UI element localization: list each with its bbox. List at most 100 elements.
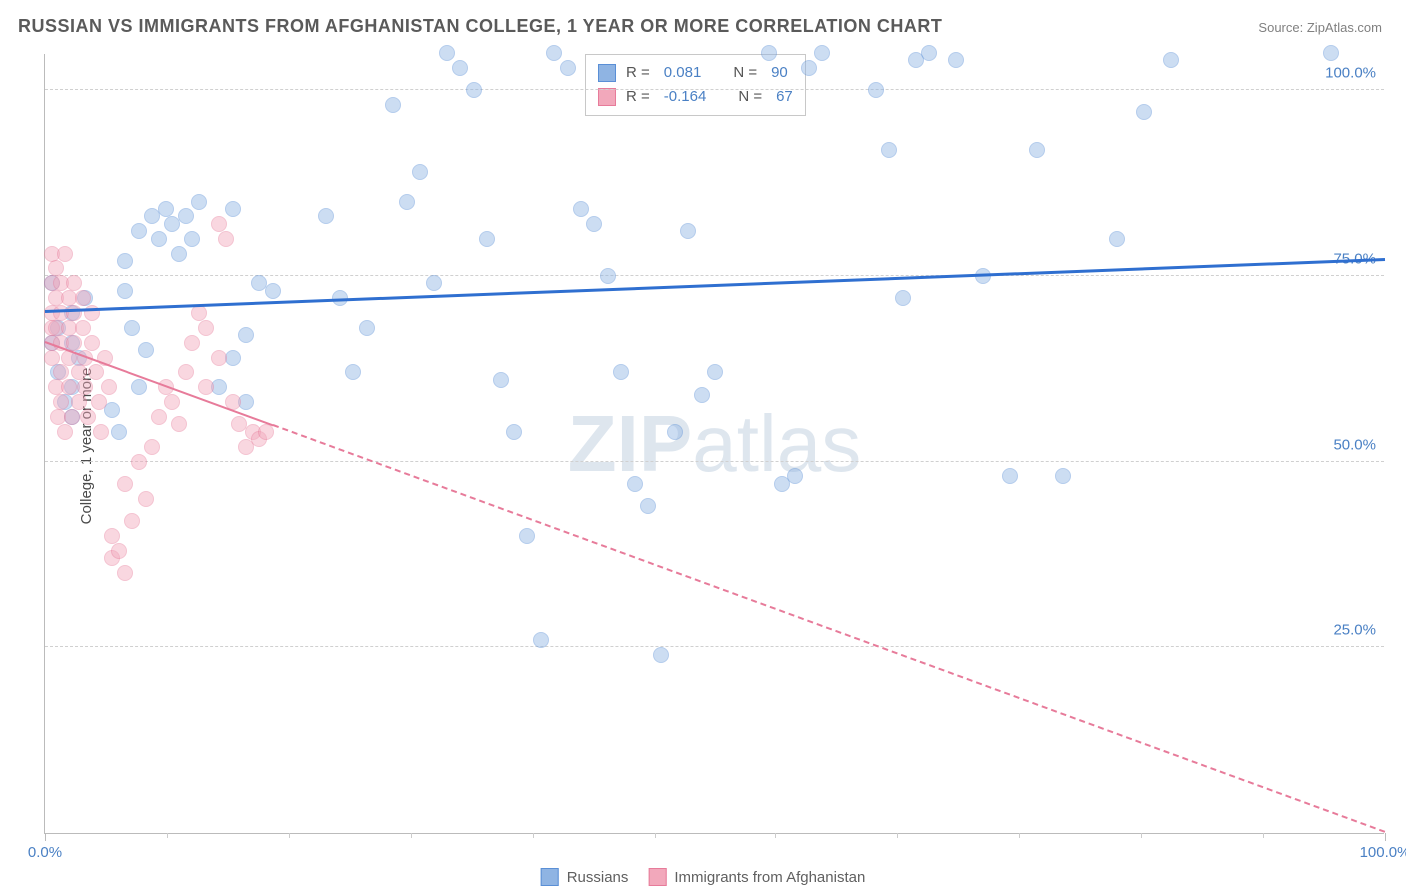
data-point bbox=[573, 201, 589, 217]
data-point bbox=[138, 342, 154, 358]
data-point bbox=[75, 290, 91, 306]
gridline-horizontal bbox=[45, 461, 1384, 462]
legend-swatch bbox=[598, 64, 616, 82]
source-value: ZipAtlas.com bbox=[1307, 20, 1382, 35]
data-point bbox=[627, 476, 643, 492]
data-point bbox=[151, 231, 167, 247]
data-point bbox=[66, 275, 82, 291]
data-point bbox=[694, 387, 710, 403]
data-point bbox=[1055, 468, 1071, 484]
data-point bbox=[117, 565, 133, 581]
data-point bbox=[104, 402, 120, 418]
data-point bbox=[479, 231, 495, 247]
data-point bbox=[48, 260, 64, 276]
legend-series-item: Russians bbox=[541, 868, 629, 886]
data-point bbox=[178, 208, 194, 224]
y-tick-label: 50.0% bbox=[1333, 436, 1376, 453]
x-tick-minor bbox=[655, 833, 656, 838]
data-point bbox=[238, 327, 254, 343]
data-point bbox=[640, 498, 656, 514]
source-label: Source: bbox=[1258, 20, 1303, 35]
data-point bbox=[318, 208, 334, 224]
data-point bbox=[93, 424, 109, 440]
data-point bbox=[600, 268, 616, 284]
data-point bbox=[265, 283, 281, 299]
data-point bbox=[71, 394, 87, 410]
data-point bbox=[131, 223, 147, 239]
x-tick-minor bbox=[775, 833, 776, 838]
regression-line bbox=[45, 258, 1385, 313]
data-point bbox=[680, 223, 696, 239]
data-point bbox=[761, 45, 777, 61]
legend-correlation-box: R =0.081N =90R =-0.164N =67 bbox=[585, 54, 806, 116]
data-point bbox=[359, 320, 375, 336]
x-tick-major bbox=[45, 833, 46, 841]
data-point bbox=[144, 439, 160, 455]
data-point bbox=[117, 253, 133, 269]
data-point bbox=[117, 283, 133, 299]
x-tick-minor bbox=[167, 833, 168, 838]
data-point bbox=[1136, 104, 1152, 120]
chart-container: RUSSIAN VS IMMIGRANTS FROM AFGHANISTAN C… bbox=[0, 0, 1406, 892]
legend-swatch bbox=[541, 868, 559, 886]
x-tick-minor bbox=[1141, 833, 1142, 838]
x-tick-minor bbox=[1263, 833, 1264, 838]
legend-series-label: Russians bbox=[567, 869, 629, 886]
data-point bbox=[44, 350, 60, 366]
data-point bbox=[131, 454, 147, 470]
data-point bbox=[184, 335, 200, 351]
data-point bbox=[66, 305, 82, 321]
data-point bbox=[868, 82, 884, 98]
data-point bbox=[53, 394, 69, 410]
data-point bbox=[211, 350, 227, 366]
data-point bbox=[158, 201, 174, 217]
chart-title: RUSSIAN VS IMMIGRANTS FROM AFGHANISTAN C… bbox=[18, 16, 942, 37]
n-label: N = bbox=[733, 61, 757, 85]
legend-series: Russians Immigrants from Afghanistan bbox=[541, 868, 866, 886]
plot-area: ZIPatlas R =0.081N =90R =-0.164N =67 25.… bbox=[44, 54, 1384, 834]
data-point bbox=[198, 320, 214, 336]
data-point bbox=[439, 45, 455, 61]
data-point bbox=[546, 45, 562, 61]
data-point bbox=[191, 194, 207, 210]
data-point bbox=[84, 335, 100, 351]
data-point bbox=[198, 379, 214, 395]
data-point bbox=[787, 468, 803, 484]
x-tick-major bbox=[1385, 833, 1386, 841]
data-point bbox=[1109, 231, 1125, 247]
data-point bbox=[493, 372, 509, 388]
data-point bbox=[64, 409, 80, 425]
n-value: 90 bbox=[771, 61, 788, 85]
data-point bbox=[80, 409, 96, 425]
data-point bbox=[151, 409, 167, 425]
data-point bbox=[895, 290, 911, 306]
legend-swatch bbox=[648, 868, 666, 886]
data-point bbox=[345, 364, 361, 380]
y-tick-label: 100.0% bbox=[1325, 65, 1376, 82]
data-point bbox=[88, 364, 104, 380]
data-point bbox=[131, 379, 147, 395]
legend-series-label: Immigrants from Afghanistan bbox=[674, 869, 865, 886]
data-point bbox=[101, 379, 117, 395]
data-point bbox=[117, 476, 133, 492]
x-tick-label: 0.0% bbox=[28, 844, 62, 861]
data-point bbox=[1163, 52, 1179, 68]
data-point bbox=[61, 379, 77, 395]
data-point bbox=[519, 528, 535, 544]
source-attribution: Source: ZipAtlas.com bbox=[1258, 20, 1382, 35]
y-tick-label: 25.0% bbox=[1333, 622, 1376, 639]
data-point bbox=[452, 60, 468, 76]
x-tick-label: 100.0% bbox=[1360, 844, 1406, 861]
data-point bbox=[124, 320, 140, 336]
data-point bbox=[653, 647, 669, 663]
watermark: ZIPatlas bbox=[568, 398, 861, 490]
gridline-horizontal bbox=[45, 89, 1384, 90]
data-point bbox=[667, 424, 683, 440]
x-tick-minor bbox=[533, 833, 534, 838]
legend-swatch bbox=[598, 88, 616, 106]
data-point bbox=[225, 201, 241, 217]
data-point bbox=[613, 364, 629, 380]
data-point bbox=[124, 513, 140, 529]
data-point bbox=[1323, 45, 1339, 61]
x-tick-minor bbox=[897, 833, 898, 838]
